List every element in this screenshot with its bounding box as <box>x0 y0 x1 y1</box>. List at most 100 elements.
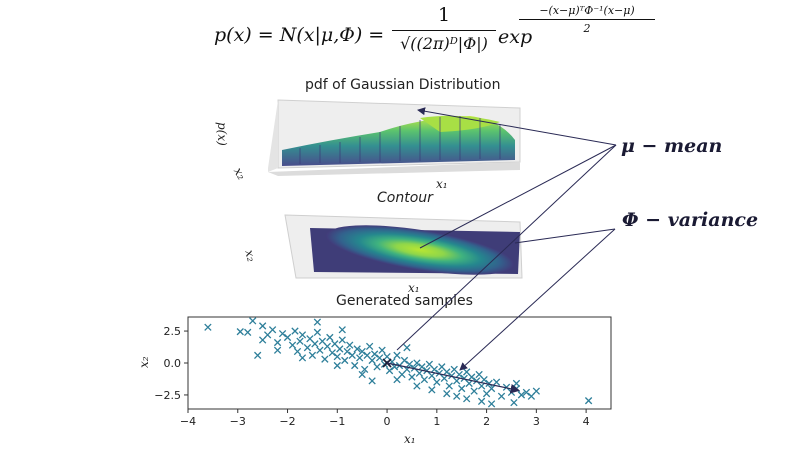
mean-line-contour <box>419 144 617 249</box>
x-tick-label: −2 <box>279 415 295 428</box>
sample-point <box>288 341 297 349</box>
x-tick-label: 4 <box>583 415 590 428</box>
sample-point <box>463 395 471 403</box>
contour-ellipse <box>326 225 514 275</box>
sample-point <box>358 370 366 379</box>
samples-plot-frame <box>187 316 612 410</box>
gaussian-pdf-formula: p(x) = N(x|μ,Φ) = 1 √((2π)ᴰ|Φ|) exp −(x−… <box>214 4 674 64</box>
contour-xlabel: x₁ <box>408 281 420 295</box>
sample-point <box>467 373 476 381</box>
sample-point <box>433 378 441 386</box>
sample-point <box>403 344 411 352</box>
sample-point <box>492 378 501 386</box>
sample-point <box>378 346 386 354</box>
sample-point <box>584 397 593 405</box>
sample-point <box>368 356 376 365</box>
sample-point <box>328 349 336 357</box>
sample-point <box>326 333 334 342</box>
sample-point <box>249 317 257 325</box>
variance-line-samples <box>459 228 616 371</box>
sample-point <box>485 379 493 388</box>
variance-annotation: Φ − variance <box>622 209 759 231</box>
sample-point <box>408 373 416 381</box>
sample-point <box>341 356 349 365</box>
sample-point <box>440 374 448 382</box>
sample-point <box>273 338 282 347</box>
sample-point <box>477 382 486 390</box>
sample-point <box>321 355 329 363</box>
mean-line-pdf <box>417 107 617 146</box>
y-tick-label: −2.5 <box>154 389 181 402</box>
formula-numerator: 1 <box>437 4 451 26</box>
samples-xlabel: x₁ <box>404 432 416 446</box>
sample-point <box>293 347 302 356</box>
sample-point <box>455 370 463 379</box>
contour-title: Contour <box>377 190 433 206</box>
sample-point <box>413 382 421 390</box>
formula-exp: exp <box>498 26 533 48</box>
sample-point <box>313 318 322 326</box>
fraction-bar <box>392 30 496 32</box>
sample-point <box>393 375 401 384</box>
sample-point <box>532 387 541 395</box>
formula-fraction: 1 √((2π)ᴰ|Φ|) <box>392 4 496 53</box>
sample-point <box>296 337 304 345</box>
pdf-ylabel: x₂ <box>231 165 249 182</box>
pdf-title: pdf of Gaussian Distribution <box>305 77 501 93</box>
pdf-side-pane <box>268 100 278 172</box>
sample-point <box>311 340 319 348</box>
pdf-floor-pane <box>268 162 520 176</box>
sample-point <box>353 345 361 353</box>
sample-point <box>313 328 322 336</box>
x-tick-label: 3 <box>533 415 540 428</box>
sample-point <box>356 354 364 362</box>
pdf-zlabel: p(x) <box>215 122 229 146</box>
sample-point <box>487 384 496 393</box>
sample-point <box>405 360 414 368</box>
sample-point <box>465 379 473 388</box>
sample-point <box>346 341 354 349</box>
sample-points <box>204 317 593 408</box>
sample-point <box>420 375 429 384</box>
sample-point <box>338 336 346 344</box>
sample-point <box>236 328 244 336</box>
sample-point <box>303 344 312 352</box>
sample-point <box>497 392 506 400</box>
sample-point <box>522 388 531 397</box>
sample-point <box>291 327 299 335</box>
sample-point <box>308 351 317 359</box>
annotation-lines <box>396 107 617 371</box>
sample-point <box>258 322 267 330</box>
sample-point <box>365 342 374 351</box>
sample-point <box>370 350 379 358</box>
sample-point <box>254 351 262 359</box>
sample-point <box>278 329 287 338</box>
mean-line-samples <box>396 144 617 351</box>
sample-point <box>273 346 282 354</box>
samples-chart: −4 −3 −2 −1 0 1 2 3 4 −2.5 0.0 2.5 x₁ x₂ <box>137 316 612 446</box>
sample-point <box>458 384 466 393</box>
sample-point <box>480 375 488 384</box>
sample-point <box>487 400 496 408</box>
sample-point <box>358 347 366 356</box>
sample-point <box>373 363 381 371</box>
x-tick-label: 1 <box>433 415 440 428</box>
x-ticks: −4 −3 −2 −1 0 1 2 3 4 <box>180 409 590 428</box>
contour-ylabel: x₂ <box>242 248 259 263</box>
sample-point <box>477 397 486 405</box>
sample-point <box>393 351 401 359</box>
variance-line-contour <box>514 228 616 244</box>
formula-lhs: p(x) = N(x|μ,Φ) = <box>214 24 385 46</box>
sample-point <box>258 336 267 344</box>
sample-point <box>368 377 376 385</box>
exponent-denominator: 2 <box>583 22 591 35</box>
sample-point <box>336 345 344 353</box>
samples-title: Generated samples <box>336 293 473 309</box>
sample-point <box>361 365 369 374</box>
exponent-bar <box>519 19 655 20</box>
sample-point <box>443 368 451 376</box>
y-tick-label: 2.5 <box>164 325 182 338</box>
sample-point <box>298 354 307 362</box>
sample-point <box>351 361 359 370</box>
sample-point <box>283 333 292 342</box>
